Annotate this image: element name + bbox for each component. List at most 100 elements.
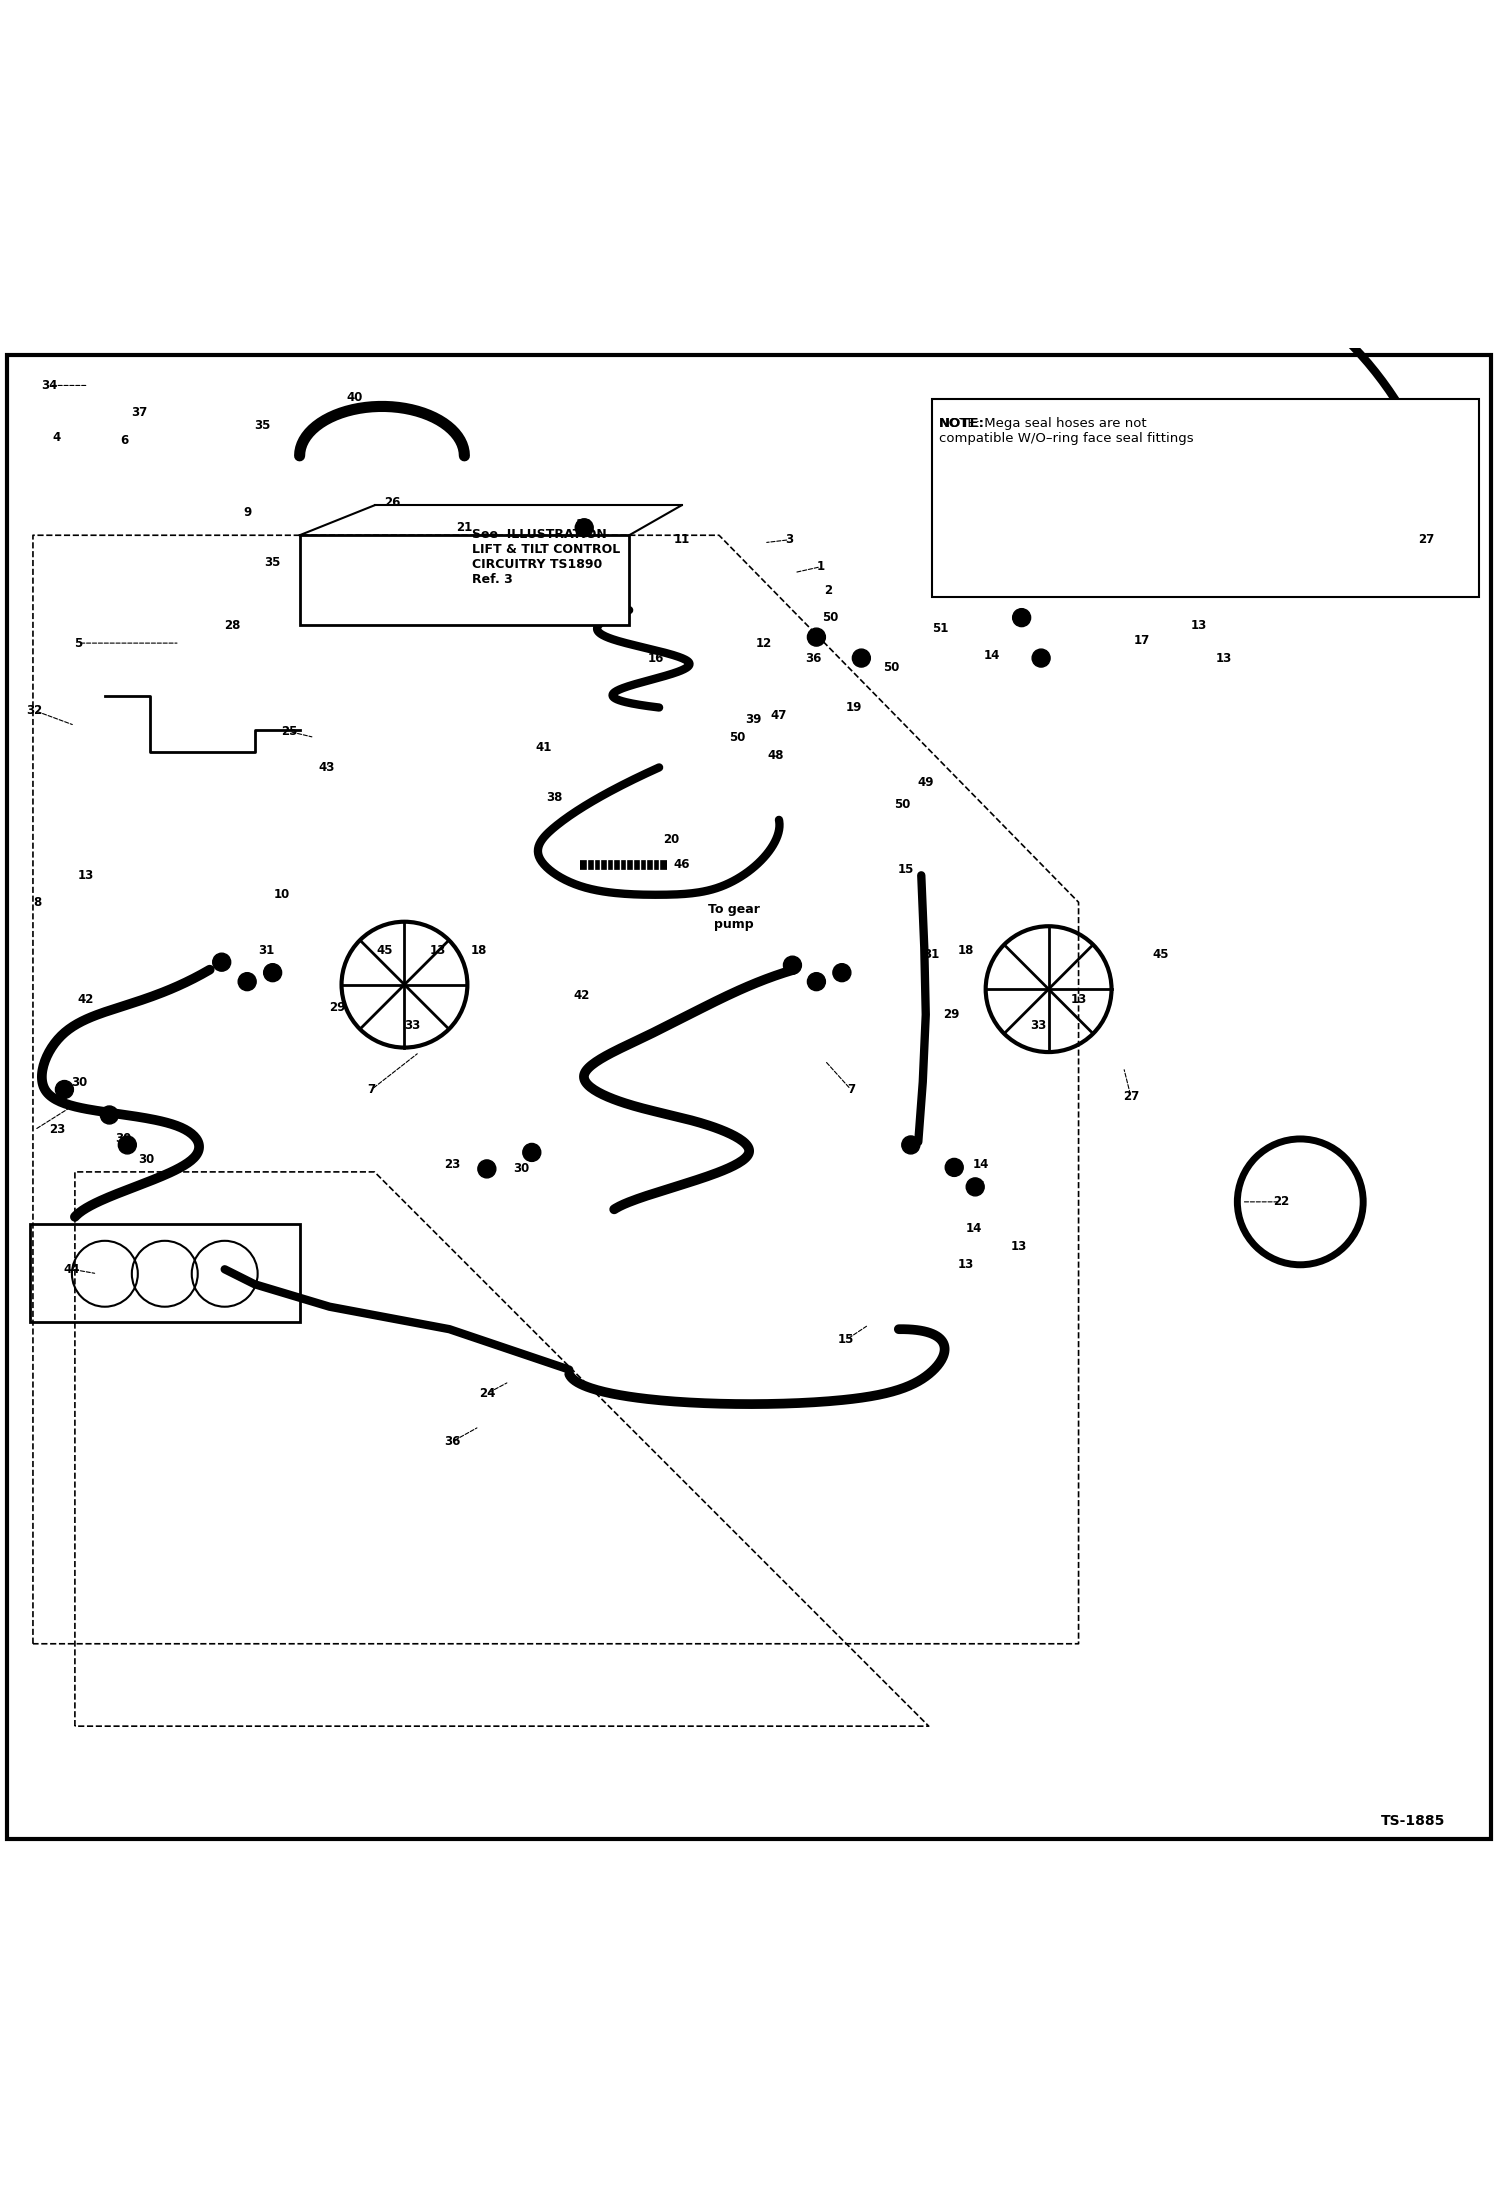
Text: 3: 3 (785, 533, 794, 546)
Text: 16: 16 (649, 652, 664, 665)
Text: 50: 50 (822, 612, 837, 623)
Circle shape (238, 972, 256, 992)
Text: 14: 14 (966, 1222, 981, 1235)
Text: 2: 2 (824, 584, 833, 597)
Text: 8: 8 (33, 895, 42, 908)
Text: 10: 10 (274, 889, 289, 902)
Circle shape (118, 1136, 136, 1154)
Circle shape (523, 1143, 541, 1161)
Circle shape (478, 1161, 496, 1178)
Text: 35: 35 (255, 419, 270, 432)
Circle shape (902, 1136, 920, 1154)
Text: 49: 49 (917, 777, 935, 790)
Text: 30: 30 (514, 1163, 529, 1176)
Text: 11: 11 (674, 533, 689, 546)
Text: 33: 33 (404, 1018, 419, 1031)
Text: 36: 36 (806, 652, 821, 665)
Text: 51: 51 (933, 621, 948, 634)
Text: 20: 20 (664, 834, 679, 847)
Text: 48: 48 (767, 748, 785, 761)
Text: 50: 50 (884, 660, 899, 674)
Circle shape (833, 963, 851, 981)
Text: 14: 14 (974, 1158, 989, 1172)
Circle shape (1013, 608, 1031, 627)
Text: 12: 12 (756, 636, 771, 649)
Text: 43: 43 (319, 761, 334, 774)
Circle shape (575, 518, 593, 538)
Text: 24: 24 (479, 1387, 494, 1400)
Text: 42: 42 (574, 989, 589, 1003)
Text: To gear
pump: To gear pump (709, 904, 759, 930)
Text: 46: 46 (673, 858, 691, 871)
Text: See  ILLUSTRATION
LIFT & TILT CONTROL
CIRCUITRY TS1890
Ref. 3: See ILLUSTRATION LIFT & TILT CONTROL CIR… (472, 529, 620, 586)
Text: 39: 39 (746, 713, 761, 726)
Circle shape (783, 957, 801, 974)
Circle shape (807, 627, 825, 645)
Text: 30: 30 (72, 1075, 87, 1088)
Text: 15: 15 (839, 1334, 854, 1347)
Text: 50: 50 (894, 799, 909, 812)
Text: 4: 4 (52, 432, 61, 445)
Text: 14: 14 (1016, 612, 1031, 623)
Bar (30, 1224, 300, 1321)
Text: 6: 6 (120, 434, 129, 448)
Text: 45: 45 (1152, 948, 1170, 961)
Text: 23: 23 (445, 1158, 460, 1172)
Text: 13: 13 (577, 518, 592, 531)
Text: 44: 44 (63, 1264, 81, 1275)
Text: TS-1885: TS-1885 (1381, 1814, 1446, 1828)
Text: 9: 9 (243, 507, 252, 520)
Text: 18: 18 (959, 943, 974, 957)
Circle shape (852, 649, 870, 667)
Text: 17: 17 (969, 1180, 984, 1194)
Text: 14: 14 (984, 649, 999, 663)
Text: 21: 21 (457, 522, 472, 535)
Text: 13: 13 (959, 1259, 974, 1270)
Circle shape (1032, 649, 1050, 667)
Text: 13: 13 (1071, 994, 1086, 1007)
Text: 17: 17 (1134, 634, 1149, 647)
Text: 26: 26 (385, 496, 400, 509)
Text: 30: 30 (115, 1132, 130, 1145)
Bar (300, 535, 629, 625)
Text: 41: 41 (536, 742, 551, 755)
Text: 37: 37 (132, 406, 147, 419)
Text: 13: 13 (1216, 652, 1231, 665)
Text: 27: 27 (1124, 1090, 1138, 1104)
Text: 29: 29 (330, 1000, 345, 1014)
Text: 23: 23 (49, 1123, 64, 1136)
Text: 47: 47 (771, 709, 786, 722)
Circle shape (807, 972, 825, 992)
Text: 13: 13 (78, 869, 93, 882)
Text: 5: 5 (73, 636, 82, 649)
Text: 15: 15 (899, 862, 914, 875)
Circle shape (100, 1106, 118, 1123)
Text: 18: 18 (472, 943, 487, 957)
Text: 32: 32 (27, 704, 42, 717)
Text: 28: 28 (225, 619, 240, 632)
Text: 13: 13 (1011, 1240, 1026, 1253)
Text: 29: 29 (944, 1007, 959, 1020)
Text: 36: 36 (445, 1435, 460, 1448)
Bar (932, 399, 1479, 597)
Text: 1: 1 (816, 559, 825, 573)
Text: 42: 42 (78, 994, 93, 1007)
Text: 45: 45 (376, 943, 394, 957)
Circle shape (264, 963, 282, 981)
Text: 30: 30 (139, 1154, 154, 1167)
Text: 38: 38 (547, 790, 562, 803)
Text: 31: 31 (924, 948, 939, 961)
Text: 40: 40 (348, 391, 363, 404)
Text: 35: 35 (265, 555, 280, 568)
Text: 34: 34 (42, 380, 57, 393)
Text: 27: 27 (1419, 533, 1434, 546)
Text: NOTE: Mega seal hoses are not
compatible W/O–ring face seal fittings: NOTE: Mega seal hoses are not compatible… (939, 417, 1194, 445)
Text: 19: 19 (846, 702, 861, 713)
Text: NOTE:: NOTE: (939, 417, 986, 430)
Text: 13: 13 (1191, 619, 1206, 632)
Text: 31: 31 (259, 943, 274, 957)
Text: 22: 22 (1273, 1196, 1288, 1209)
Circle shape (966, 1178, 984, 1196)
Circle shape (213, 952, 231, 972)
Circle shape (945, 1158, 963, 1176)
